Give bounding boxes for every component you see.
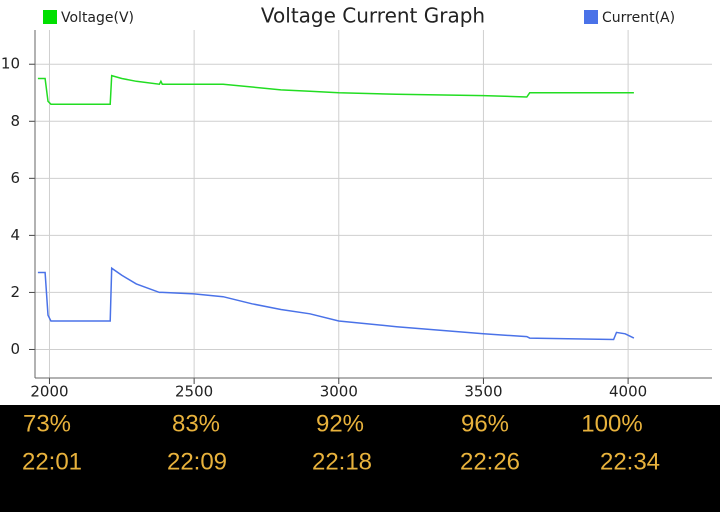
- time-label: 22:26: [460, 448, 520, 475]
- percent-label: 92%: [316, 410, 364, 437]
- x-tick-label: 3500: [464, 383, 502, 401]
- percent-label: 73%: [23, 410, 71, 437]
- x-tick-label: 2000: [30, 383, 68, 401]
- time-label: 22:09: [167, 448, 227, 475]
- chart-title: Voltage Current Graph: [261, 4, 485, 28]
- x-tick-label: 2500: [175, 383, 213, 401]
- legend-label: Voltage(V): [61, 10, 134, 26]
- y-tick-label: 4: [10, 226, 20, 244]
- footer-band: [0, 405, 720, 512]
- legend-label: Current(A): [602, 10, 675, 26]
- percent-label: 100%: [581, 410, 642, 437]
- x-tick-label: 4000: [609, 383, 647, 401]
- time-label: 22:01: [22, 448, 82, 475]
- y-tick-label: 10: [1, 55, 20, 73]
- y-tick-label: 0: [10, 340, 20, 358]
- series-line: [37, 74, 634, 105]
- legend-swatch: [584, 10, 598, 24]
- y-tick-label: 8: [10, 112, 20, 130]
- y-tick-label: 2: [10, 283, 20, 301]
- time-label: 22:34: [600, 448, 660, 475]
- time-label: 22:18: [312, 448, 372, 475]
- y-tick-label: 6: [10, 169, 20, 187]
- legend-swatch: [43, 10, 57, 24]
- x-tick-label: 3000: [320, 383, 358, 401]
- series-line: [37, 266, 635, 341]
- percent-label: 96%: [461, 410, 509, 437]
- percent-label: 83%: [172, 410, 220, 437]
